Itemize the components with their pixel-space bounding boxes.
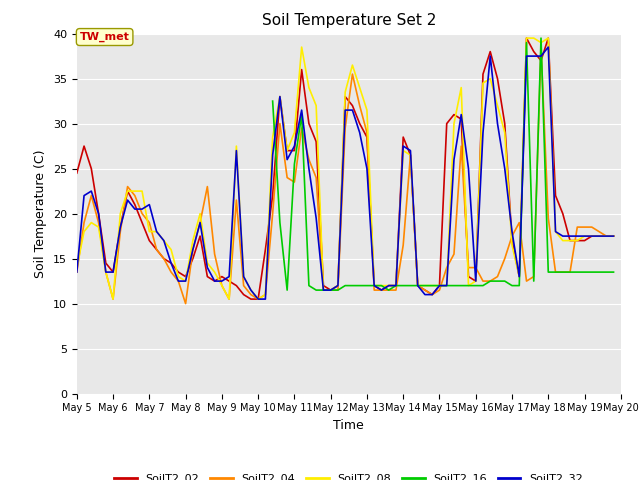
Title: Soil Temperature Set 2: Soil Temperature Set 2	[262, 13, 436, 28]
Y-axis label: Soil Temperature (C): Soil Temperature (C)	[35, 149, 47, 278]
X-axis label: Time: Time	[333, 419, 364, 432]
Legend: SoilT2_02, SoilT2_04, SoilT2_08, SoilT2_16, SoilT2_32: SoilT2_02, SoilT2_04, SoilT2_08, SoilT2_…	[110, 469, 588, 480]
Text: TW_met: TW_met	[80, 32, 129, 42]
